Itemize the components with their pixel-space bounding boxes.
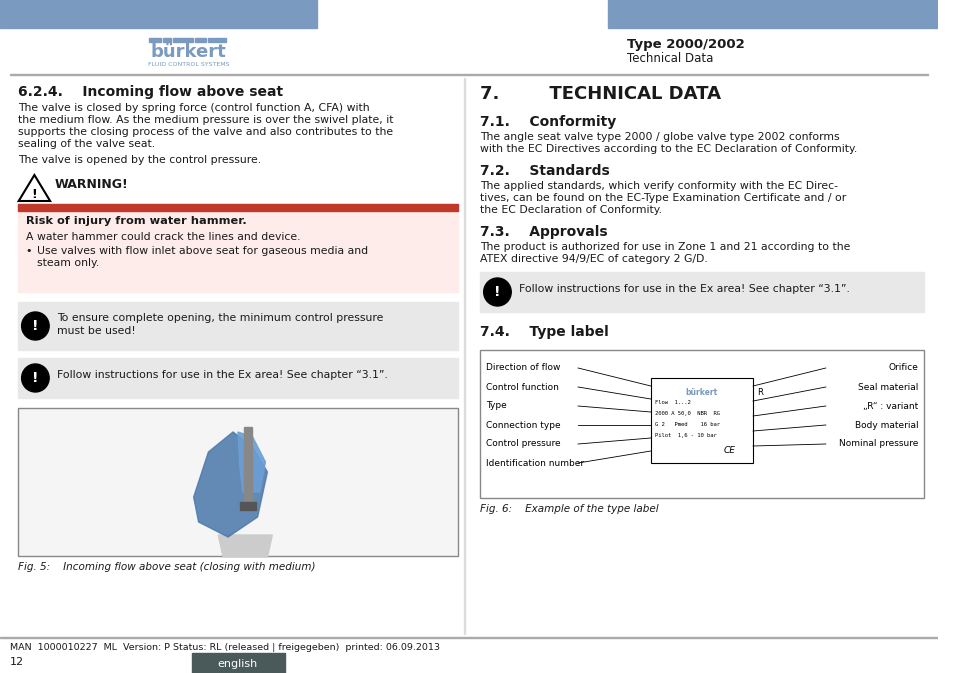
Bar [163,38,171,42]
Polygon shape [237,432,265,492]
Text: The product is authorized for use in Zone 1 and 21 according to the: The product is authorized for use in Zon… [479,242,849,252]
Bar [650,378,752,463]
Text: bürkert: bürkert [151,43,227,61]
Bar [239,502,255,510]
Text: bürkert: bürkert [685,388,718,397]
Bar [172,38,193,42]
Text: english: english [217,659,257,669]
Polygon shape [193,432,267,537]
Text: Technical Data: Technical Data [626,52,713,65]
Text: must be used!: must be used! [57,326,135,336]
Text: Control pressure: Control pressure [485,439,559,448]
Bar [192,653,285,673]
Text: MAN  1000010227  ML  Version: P Status: RL (released | freigegeben)  printed: 06: MAN 1000010227 ML Version: P Status: RL … [10,643,439,652]
Text: Seal material: Seal material [857,382,918,392]
Text: Connection type: Connection type [485,421,559,429]
Circle shape [483,278,511,306]
Bar [479,272,923,312]
Text: G 2   Pmed    16 bar: G 2 Pmed 16 bar [654,422,719,427]
Text: the EC Declaration of Conformity.: the EC Declaration of Conformity. [479,205,661,215]
Text: !: ! [494,285,500,299]
Text: „R“ : variant: „R“ : variant [862,402,918,411]
Text: •: • [26,246,32,256]
Text: the medium flow. As the medium pressure is over the swivel plate, it: the medium flow. As the medium pressure … [18,115,393,125]
Text: Type: Type [485,402,506,411]
Bar [194,38,206,42]
Bar [463,78,464,634]
Text: Fig. 6:    Example of the type label: Fig. 6: Example of the type label [479,504,658,514]
Circle shape [22,364,50,392]
Text: WARNING!: WARNING! [55,178,129,191]
Text: !: ! [31,188,37,201]
Text: tives, can be found on the EC-Type Examination Certificate and / or: tives, can be found on the EC-Type Exami… [479,193,845,203]
Bar [244,427,252,507]
Text: 12: 12 [10,657,24,667]
Text: 7.1.    Conformity: 7.1. Conformity [479,115,616,129]
Text: The applied standards, which verify conformity with the EC Direc-: The applied standards, which verify conf… [479,181,837,191]
Text: Type 2000/2002: Type 2000/2002 [626,38,744,51]
Text: A water hammer could crack the lines and device.: A water hammer could crack the lines and… [26,232,300,242]
Bar [208,38,226,42]
Text: Risk of injury from water hammer.: Risk of injury from water hammer. [26,216,246,226]
Text: Fig. 5:    Incoming flow above seat (closing with medium): Fig. 5: Incoming flow above seat (closin… [18,562,314,572]
Text: 7.4.    Type label: 7.4. Type label [479,325,608,339]
Bar [18,408,457,556]
Text: 7.        TECHNICAL DATA: 7. TECHNICAL DATA [479,85,720,103]
Bar [10,74,927,75]
Bar [150,38,161,42]
Text: ATEX directive 94/9/EC of category 2 G/D.: ATEX directive 94/9/EC of category 2 G/D… [479,254,707,264]
Text: CE: CE [722,446,735,455]
Text: Identification number: Identification number [485,458,583,468]
Text: Orifice: Orifice [887,363,918,372]
Bar [607,0,937,28]
Text: steam only.: steam only. [37,258,99,268]
Bar [0,0,316,28]
Text: FLUID CONTROL SYSTEMS: FLUID CONTROL SYSTEMS [148,63,230,67]
Bar [0,637,937,638]
Text: supports the closing process of the valve and also contributes to the: supports the closing process of the valv… [18,127,393,137]
Text: Follow instructions for use in the Ex area! See chapter “3.1”.: Follow instructions for use in the Ex ar… [57,370,388,380]
Text: R: R [757,388,762,397]
Text: Body material: Body material [854,421,918,429]
Text: !: ! [32,371,39,385]
Circle shape [22,312,50,340]
Text: Follow instructions for use in the Ex area! See chapter “3.1”.: Follow instructions for use in the Ex ar… [518,284,849,294]
Text: with the EC Directives according to the EC Declaration of Conformity.: with the EC Directives according to the … [479,144,856,154]
Text: The valve is opened by the control pressure.: The valve is opened by the control press… [18,155,260,165]
Text: 2000 A 50,0  NBR  RG: 2000 A 50,0 NBR RG [654,411,719,416]
Text: Control function: Control function [485,382,558,392]
Text: 7.2.    Standards: 7.2. Standards [479,164,609,178]
Bar [18,204,457,211]
Text: Use valves with flow inlet above seat for gaseous media and: Use valves with flow inlet above seat fo… [37,246,368,256]
Polygon shape [218,535,272,557]
Bar [18,302,457,350]
Bar [18,358,457,398]
Text: !: ! [32,319,39,333]
Text: To ensure complete opening, the minimum control pressure: To ensure complete opening, the minimum … [57,313,383,323]
Text: Direction of flow: Direction of flow [485,363,559,372]
Text: 7.3.    Approvals: 7.3. Approvals [479,225,607,239]
Text: Nominal pressure: Nominal pressure [838,439,918,448]
Text: The angle seat valve type 2000 / globe valve type 2002 conforms: The angle seat valve type 2000 / globe v… [479,132,839,142]
Text: The valve is closed by spring force (control function A, CFA) with: The valve is closed by spring force (con… [18,103,369,113]
Bar [18,204,457,292]
Text: 6.2.4.    Incoming flow above seat: 6.2.4. Incoming flow above seat [18,85,282,99]
Text: Flow  1...2: Flow 1...2 [654,400,690,405]
Bar [479,350,923,498]
Text: sealing of the valve seat.: sealing of the valve seat. [18,139,154,149]
Text: Pilot  1,6 - 10 bar: Pilot 1,6 - 10 bar [654,433,716,438]
